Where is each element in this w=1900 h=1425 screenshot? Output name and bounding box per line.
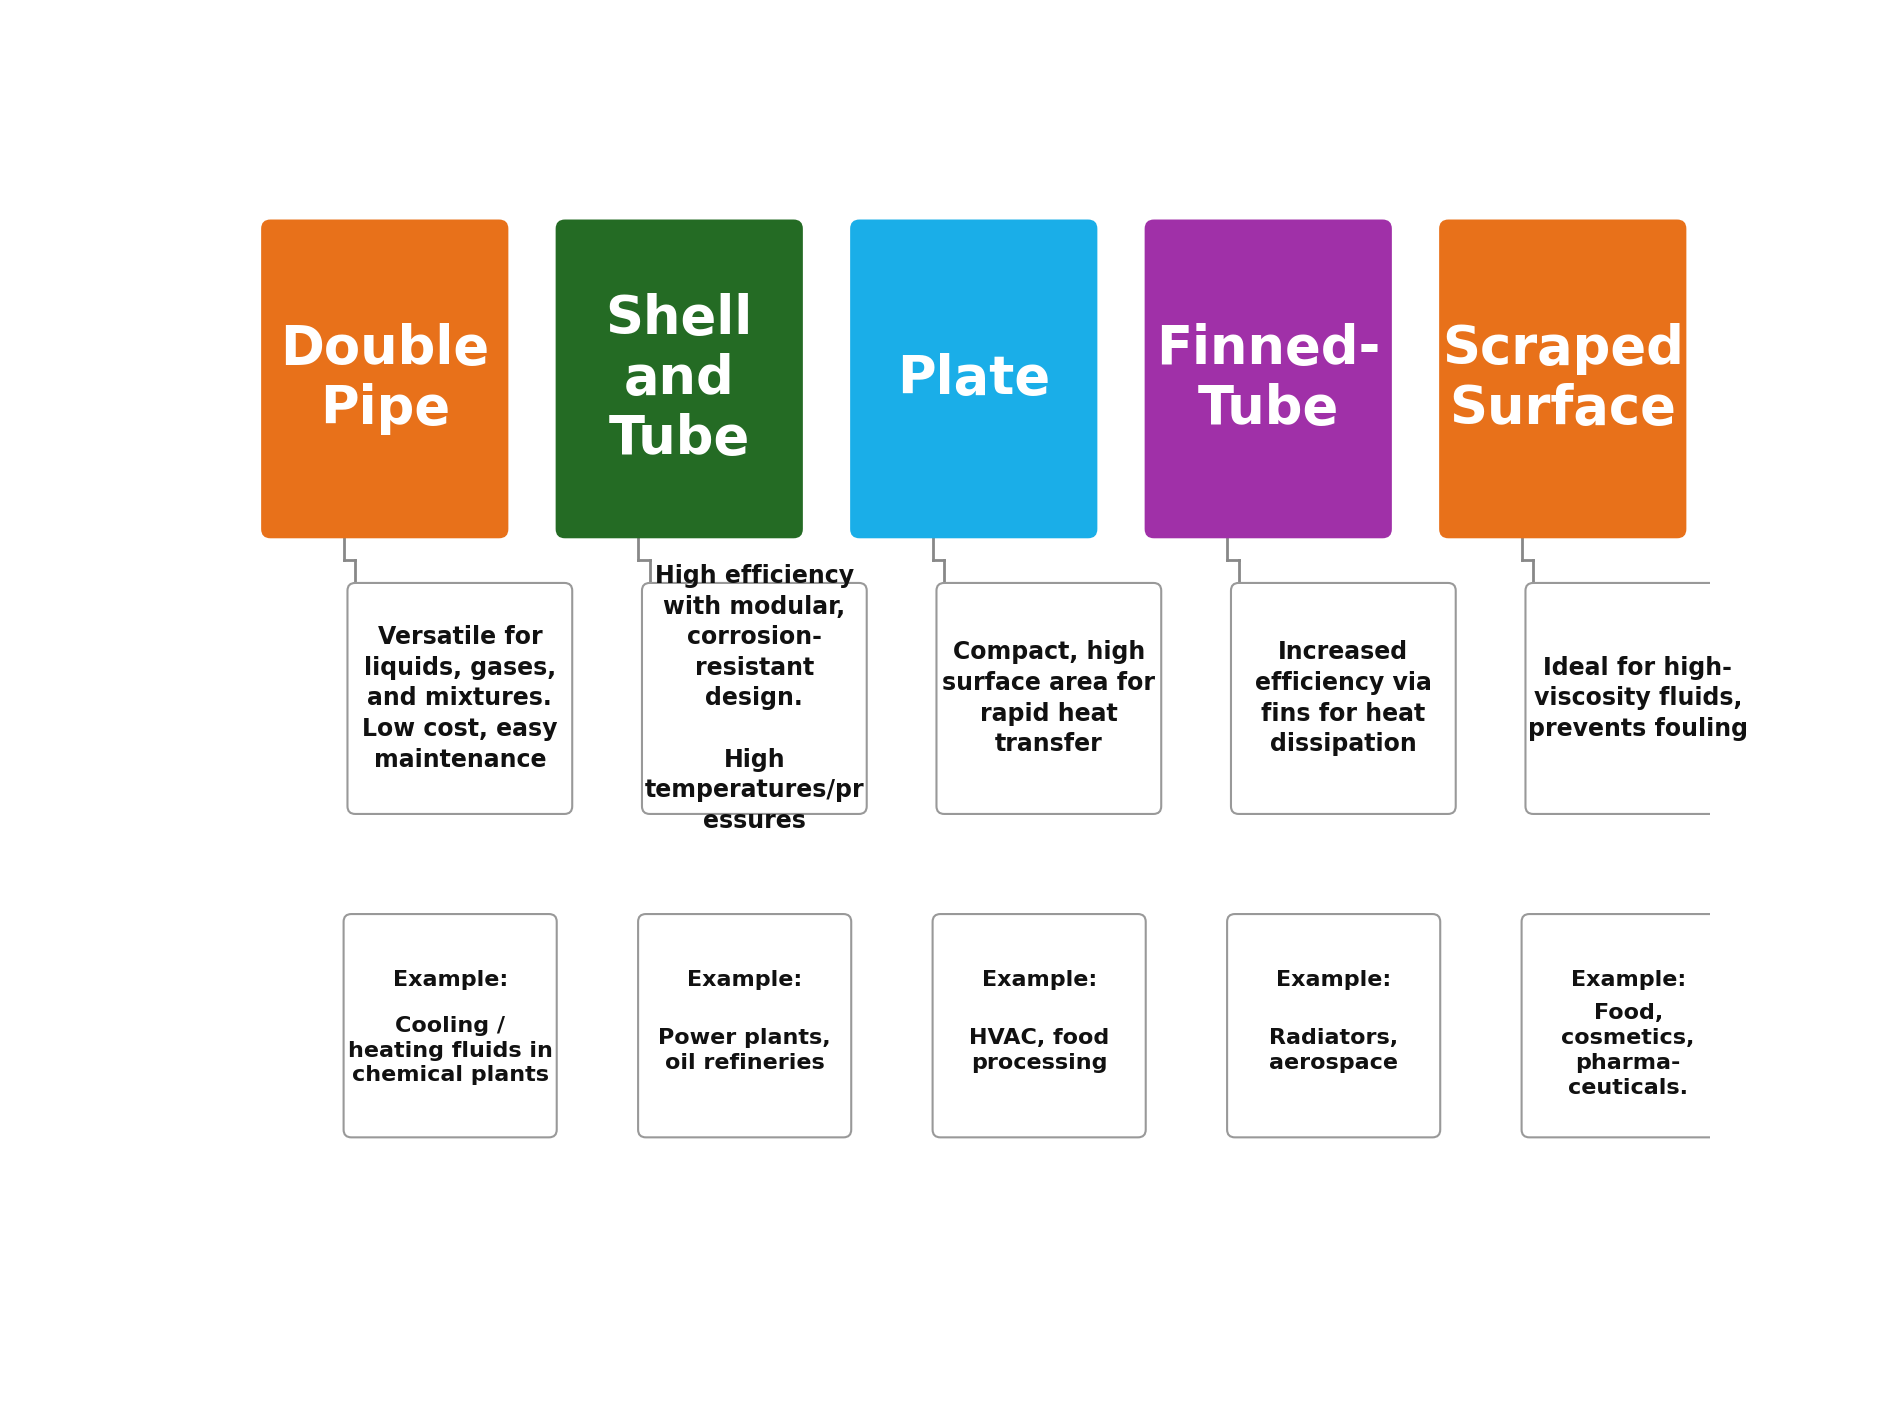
Text: Shell
and
Tube: Shell and Tube bbox=[606, 292, 752, 465]
Text: Example:: Example: bbox=[1277, 970, 1391, 990]
FancyBboxPatch shape bbox=[933, 913, 1146, 1137]
FancyBboxPatch shape bbox=[642, 583, 866, 814]
Text: Radiators,
aerospace: Radiators, aerospace bbox=[1269, 1029, 1398, 1073]
Text: Versatile for
liquids, gases,
and mixtures.
Low cost, easy
maintenance: Versatile for liquids, gases, and mixtur… bbox=[363, 626, 557, 772]
Text: Example:: Example: bbox=[1571, 970, 1685, 990]
Text: Scraped
Surface: Scraped Surface bbox=[1442, 323, 1683, 435]
FancyBboxPatch shape bbox=[260, 219, 509, 539]
FancyBboxPatch shape bbox=[1438, 219, 1687, 539]
FancyBboxPatch shape bbox=[1522, 913, 1735, 1137]
Text: High efficiency
with modular,
corrosion-
resistant
design.

High
temperatures/pr: High efficiency with modular, corrosion-… bbox=[644, 564, 864, 834]
FancyBboxPatch shape bbox=[555, 219, 804, 539]
FancyBboxPatch shape bbox=[344, 913, 557, 1137]
FancyBboxPatch shape bbox=[1526, 583, 1750, 814]
Text: Compact, high
surface area for
rapid heat
transfer: Compact, high surface area for rapid hea… bbox=[942, 640, 1155, 757]
FancyBboxPatch shape bbox=[937, 583, 1161, 814]
FancyBboxPatch shape bbox=[348, 583, 572, 814]
Text: Power plants,
oil refineries: Power plants, oil refineries bbox=[657, 1029, 830, 1073]
FancyBboxPatch shape bbox=[638, 913, 851, 1137]
FancyBboxPatch shape bbox=[1227, 913, 1440, 1137]
Text: Ideal for high-
viscosity fluids,
prevents fouling: Ideal for high- viscosity fluids, preven… bbox=[1528, 656, 1748, 741]
Text: Example:: Example: bbox=[688, 970, 802, 990]
FancyBboxPatch shape bbox=[1231, 583, 1455, 814]
Text: Example:: Example: bbox=[393, 970, 507, 990]
FancyBboxPatch shape bbox=[849, 219, 1098, 539]
Text: Plate: Plate bbox=[897, 353, 1051, 405]
FancyBboxPatch shape bbox=[1144, 219, 1393, 539]
Text: Food,
cosmetics,
pharma-
ceuticals.: Food, cosmetics, pharma- ceuticals. bbox=[1562, 1003, 1695, 1097]
Text: Double
Pipe: Double Pipe bbox=[279, 323, 490, 435]
Text: HVAC, food
processing: HVAC, food processing bbox=[969, 1029, 1110, 1073]
Text: Increased
efficiency via
fins for heat
dissipation: Increased efficiency via fins for heat d… bbox=[1254, 640, 1433, 757]
Text: Example:: Example: bbox=[982, 970, 1096, 990]
Text: Finned-
Tube: Finned- Tube bbox=[1155, 323, 1381, 435]
Text: Cooling /
heating fluids in
chemical plants: Cooling / heating fluids in chemical pla… bbox=[348, 1016, 553, 1086]
